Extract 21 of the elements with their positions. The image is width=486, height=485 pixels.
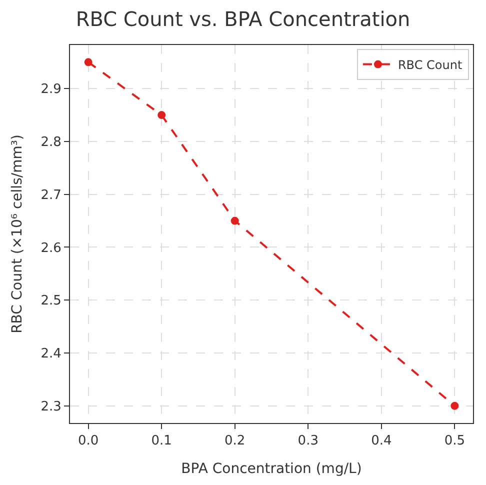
y-tick-label: 2.6 <box>40 240 62 256</box>
y-tick-label: 2.3 <box>40 399 62 414</box>
chart-title: RBC Count vs. BPA Concentration <box>76 7 410 32</box>
x-tick-label: 0.0 <box>78 434 99 449</box>
y-tick-label: 2.9 <box>40 82 62 98</box>
point <box>450 402 459 410</box>
x-tick-label: 0.3 <box>298 434 318 449</box>
legend-label: RBC Count <box>398 58 462 72</box>
x-axis-title: BPA Concentration (mg/L) <box>181 460 362 477</box>
x-tick-label: 0.4 <box>371 434 392 449</box>
point <box>158 111 166 120</box>
x-tick-label: 0.1 <box>151 434 172 449</box>
point <box>230 216 239 225</box>
y-tick-label: 2.8 <box>40 135 62 150</box>
y-tick-label: 2.4 <box>40 346 62 362</box>
point <box>84 58 92 66</box>
y-tick-label: 2.5 <box>40 294 62 309</box>
y-axis-title: RBC Count (×10⁶ cells/mm³) <box>9 134 26 334</box>
x-tick-label: 0.2 <box>224 434 246 449</box>
y-tick-label: 2.7 <box>40 188 62 203</box>
x-tick-label: 0.5 <box>444 434 466 449</box>
